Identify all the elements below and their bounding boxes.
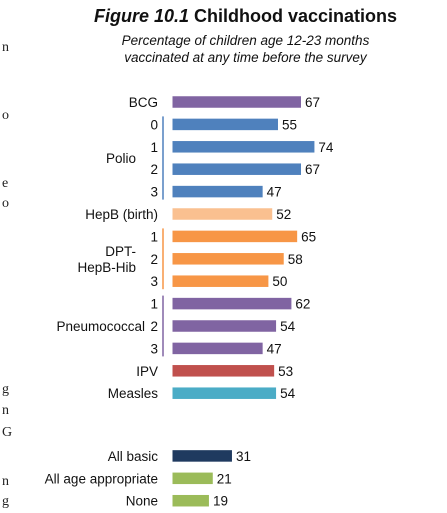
dose-label: 2: [150, 319, 158, 334]
dose-label: 3: [150, 341, 158, 356]
category-label: All age appropriate: [45, 471, 158, 486]
chart-subtitle: Percentage of children age 12-23 months …: [48, 32, 443, 66]
dose-label: 2: [150, 162, 158, 177]
category-label: HepB (birth): [85, 207, 158, 222]
bar-value-label: 65: [301, 229, 316, 244]
dose-label: 0: [150, 117, 158, 132]
chart-title: Figure 10.1 Childhood vaccinations: [48, 6, 443, 27]
category-label: All basic: [108, 449, 159, 464]
bar: [172, 494, 209, 507]
dose-label: 2: [150, 252, 158, 267]
bar: [172, 96, 301, 108]
subtitle-line-1: Percentage of children age 12-23 months: [121, 33, 370, 48]
edge-fragment: n: [2, 474, 9, 489]
bar-value-label: 21: [217, 471, 232, 486]
edge-fragment: o: [2, 196, 9, 211]
bar-value-label: 54: [280, 319, 296, 334]
bar: [172, 342, 263, 355]
edge-fragment: n: [2, 403, 9, 418]
bar: [172, 297, 292, 310]
bar: [172, 185, 263, 198]
bar: [172, 365, 275, 377]
subtitle-line-2: vaccinated at any time before the survey: [124, 50, 367, 65]
bar: [172, 450, 232, 462]
bar: [172, 320, 277, 332]
bar: [172, 230, 298, 243]
group-label: Pneumococcal: [56, 319, 145, 334]
bar-value-label: 47: [267, 341, 282, 356]
bar-value-label: 54: [280, 386, 296, 401]
bar-value-label: 67: [305, 162, 320, 177]
bar-value-label: 55: [282, 117, 297, 132]
bar-value-label: 47: [267, 185, 282, 200]
group-label: Polio: [106, 151, 136, 166]
category-label: None: [126, 494, 158, 509]
edge-fragment: n: [2, 40, 9, 55]
bar-value-label: 67: [305, 95, 320, 110]
bar: [172, 118, 278, 131]
figure-title: Childhood vaccinations: [194, 6, 398, 26]
bar: [172, 208, 273, 220]
figure-number: Figure 10.1: [93, 6, 189, 26]
bar-value-label: 62: [295, 297, 310, 312]
bar: [172, 275, 269, 287]
dose-label: 1: [150, 229, 158, 244]
bar: [172, 253, 284, 265]
bar-value-label: 50: [272, 274, 287, 289]
bar-value-label: 53: [278, 364, 293, 379]
category-label: IPV: [136, 364, 158, 379]
edge-fragment: G: [2, 425, 13, 440]
dose-label: 3: [150, 185, 158, 200]
edge-fragment: g: [2, 494, 9, 509]
bar: [172, 141, 315, 153]
bar: [172, 387, 277, 399]
category-label: BCG: [129, 95, 158, 110]
group-label: HepB-Hib: [77, 260, 136, 275]
category-label: Measles: [108, 386, 159, 401]
group-label: DPT-: [105, 244, 136, 259]
edge-fragment: e: [2, 176, 9, 191]
bar: [172, 163, 301, 175]
edge-fragment: o: [2, 108, 9, 123]
bar-value-label: 31: [236, 449, 251, 464]
edge-fragment: g: [2, 382, 9, 397]
bar-value-label: 52: [276, 207, 291, 222]
dose-label: 1: [150, 297, 158, 312]
bar-value-label: 58: [288, 252, 303, 267]
dose-label: 1: [150, 140, 158, 155]
bar-value-label: 19: [213, 494, 228, 509]
dose-label: 3: [150, 274, 158, 289]
bar-value-label: 74: [318, 140, 334, 155]
bar: [172, 472, 213, 485]
